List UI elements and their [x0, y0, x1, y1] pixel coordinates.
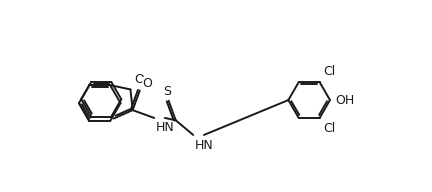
Text: O: O: [134, 73, 144, 86]
Text: S: S: [163, 85, 171, 98]
Text: OH: OH: [335, 94, 355, 107]
Text: Cl: Cl: [324, 122, 336, 135]
Text: Cl: Cl: [324, 65, 336, 78]
Text: O: O: [142, 77, 152, 90]
Text: HN: HN: [156, 121, 175, 134]
Text: HN: HN: [195, 139, 213, 152]
